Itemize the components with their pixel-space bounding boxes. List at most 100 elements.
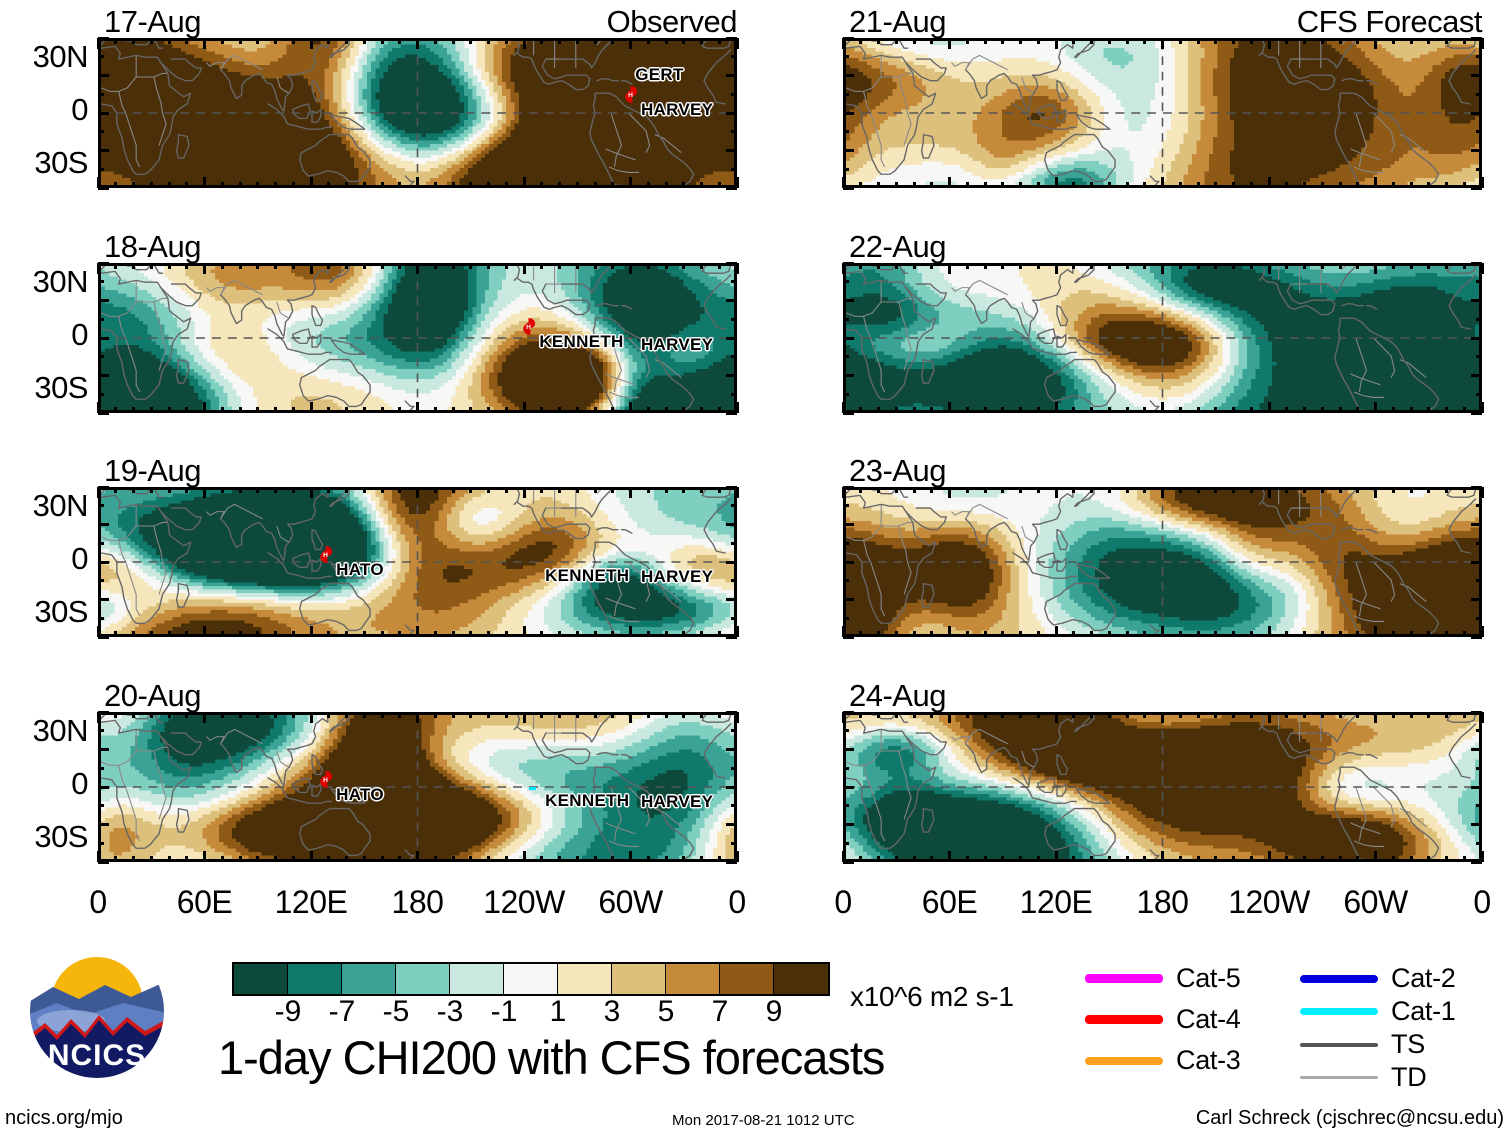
axis-tick	[877, 712, 880, 718]
axis-tick	[611, 263, 615, 269]
axis-tick	[843, 710, 854, 714]
axis-tick	[629, 626, 632, 637]
storm-symbol-kenneth	[529, 786, 537, 790]
axis-tick	[726, 485, 737, 489]
axis-tick	[167, 263, 171, 269]
axis-tick	[522, 712, 526, 723]
map-panel-22-aug[interactable]	[843, 263, 1482, 413]
map-panel-24-aug[interactable]	[843, 712, 1482, 862]
axis-tick	[1356, 182, 1360, 188]
axis-tick	[1471, 560, 1482, 564]
axis-tick	[98, 374, 109, 377]
map-panel-17-aug[interactable]: GERT H HARVEY	[98, 38, 737, 188]
axis-tick	[843, 280, 849, 284]
axis-tick	[1445, 38, 1448, 44]
axis-tick	[593, 712, 597, 718]
axis-tick	[362, 487, 366, 493]
legend-label-cat-3: Cat-3	[1176, 1045, 1241, 1076]
axis-tick	[726, 560, 737, 564]
axis-tick	[912, 182, 916, 188]
axis-tick	[593, 407, 597, 413]
axis-tick	[98, 504, 104, 508]
axis-tick	[540, 407, 544, 413]
axis-tick	[948, 402, 951, 413]
y-axis-label-0: 0	[2, 766, 88, 802]
axis-tick	[948, 851, 951, 862]
axis-tick	[948, 487, 951, 498]
axis-tick	[1107, 38, 1111, 44]
map-panel-20-aug[interactable]: H HATO KENNETH HARVEY	[98, 712, 737, 862]
axis-tick	[1054, 38, 1058, 49]
storm-symbol-hato: H	[317, 770, 334, 789]
axis-tick	[843, 560, 854, 564]
axis-tick	[726, 411, 737, 415]
axis-tick	[859, 407, 863, 413]
axis-tick	[1232, 856, 1235, 862]
axis-tick	[664, 856, 668, 862]
axis-tick	[1232, 38, 1235, 44]
axis-tick	[98, 74, 109, 77]
axis-tick	[1445, 407, 1448, 413]
axis-tick	[114, 38, 118, 44]
axis-tick	[1427, 263, 1431, 269]
ncics-logo-icon: NCICS	[28, 942, 166, 1080]
axis-tick	[220, 631, 224, 637]
map-panel-18-aug[interactable]: H KENNETH HARVEY	[98, 263, 737, 413]
axis-tick	[98, 710, 109, 714]
axis-tick	[1054, 487, 1058, 498]
axis-tick	[1427, 631, 1431, 637]
axis-tick	[433, 182, 437, 188]
axis-tick	[1480, 487, 1484, 498]
axis-tick	[309, 487, 313, 498]
axis-tick	[843, 523, 854, 526]
axis-tick	[575, 407, 579, 413]
axis-tick	[522, 263, 526, 274]
axis-tick	[1196, 182, 1200, 188]
axis-tick	[983, 38, 987, 44]
axis-tick	[98, 111, 109, 115]
axis-tick	[98, 485, 109, 489]
axis-tick	[841, 263, 845, 274]
axis-tick	[726, 36, 737, 40]
axis-tick	[1391, 263, 1395, 269]
axis-tick	[1409, 263, 1413, 269]
axis-tick	[894, 407, 898, 413]
axis-tick	[1471, 299, 1482, 302]
axis-tick	[149, 407, 153, 413]
y-axis-label-30s: 30S	[2, 370, 88, 406]
axis-tick	[843, 167, 849, 171]
axis-tick	[1476, 841, 1482, 845]
axis-tick	[575, 856, 579, 862]
axis-tick	[1249, 712, 1253, 718]
axis-tick	[611, 631, 615, 637]
axis-tick	[1196, 856, 1200, 862]
axis-tick	[1107, 487, 1111, 493]
column-header-cfs-forecast: CFS Forecast	[1297, 4, 1483, 40]
axis-tick	[726, 261, 737, 265]
map-panel-23-aug[interactable]	[843, 487, 1482, 637]
axis-tick	[1471, 261, 1482, 265]
axis-tick	[1161, 487, 1164, 498]
axis-tick	[726, 523, 737, 526]
map-panel-21-aug[interactable]	[843, 38, 1482, 188]
map-panel-19-aug[interactable]: H HATO KENNETH HARVEY	[98, 487, 737, 637]
axis-tick	[1471, 710, 1482, 714]
axis-tick	[256, 182, 260, 188]
axis-tick	[859, 631, 863, 637]
axis-tick	[433, 487, 437, 493]
axis-tick	[1178, 38, 1182, 44]
axis-tick	[451, 712, 455, 718]
axis-tick	[256, 631, 260, 637]
legend-line-cat-2	[1300, 974, 1378, 983]
colorbar-tick--1: -1	[491, 995, 518, 1029]
axis-tick	[930, 487, 934, 493]
axis-tick	[416, 626, 419, 637]
axis-tick	[1196, 38, 1200, 44]
axis-tick	[894, 712, 898, 718]
axis-tick	[1196, 407, 1200, 413]
axis-tick	[1427, 487, 1431, 493]
axis-tick	[1471, 149, 1482, 152]
axis-tick	[1178, 263, 1182, 269]
axis-tick	[185, 263, 189, 269]
axis-tick	[894, 631, 898, 637]
